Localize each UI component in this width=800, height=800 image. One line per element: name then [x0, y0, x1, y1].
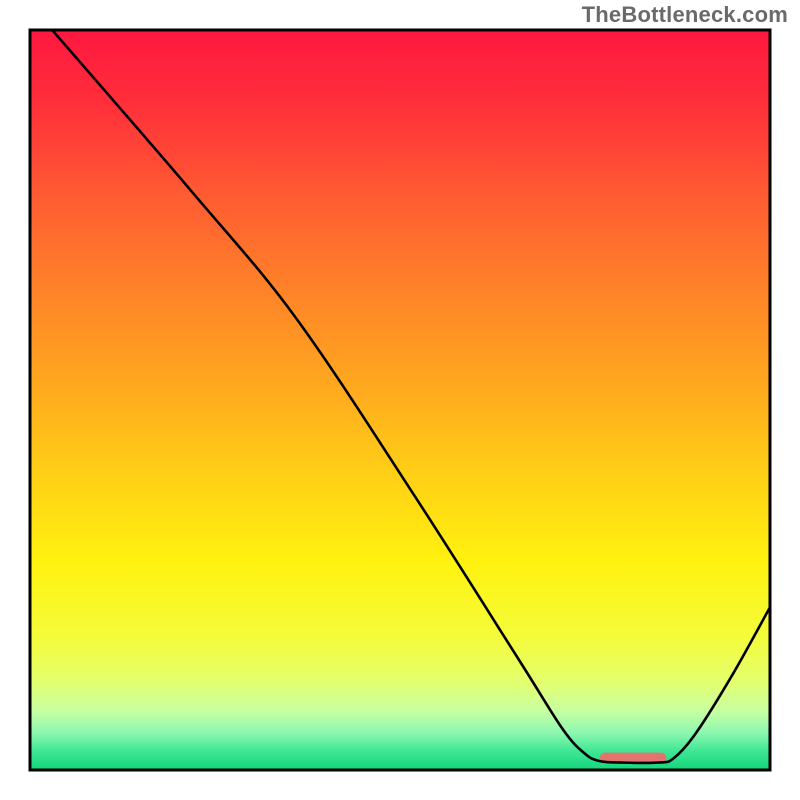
gradient-background: [30, 30, 770, 770]
chart-container: TheBottleneck.com: [0, 0, 800, 800]
bottleneck-chart: [0, 0, 800, 800]
watermark-text: TheBottleneck.com: [582, 2, 788, 28]
